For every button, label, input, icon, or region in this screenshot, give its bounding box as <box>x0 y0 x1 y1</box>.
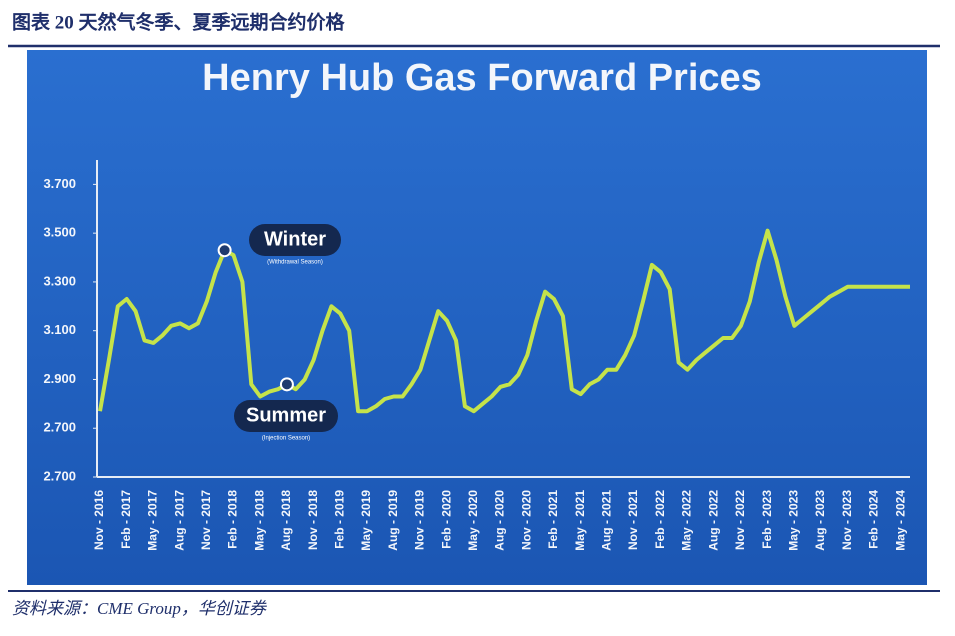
y-tick-label: 2.900 <box>43 371 76 386</box>
x-tick-label: Aug - 2017 <box>172 490 186 551</box>
x-tick-label: Aug - 2020 <box>493 490 507 551</box>
price-line <box>98 228 910 414</box>
x-tick-label: Feb - 2022 <box>653 490 667 549</box>
x-tick-label: Aug - 2018 <box>279 490 293 551</box>
annotation-subtext: (Injection Season) <box>262 436 310 442</box>
x-tick-label: Nov - 2016 <box>92 490 106 550</box>
y-tick-label: 3.700 <box>43 176 76 191</box>
x-tick-label: Feb - 2024 <box>867 490 881 549</box>
annotation-subtext: (Withdrawal Season) <box>267 260 323 266</box>
chart-panel <box>27 50 927 585</box>
annotation-text: Winter <box>264 228 326 250</box>
x-tick-label: May - 2021 <box>573 490 587 551</box>
x-tick-label: May - 2019 <box>359 490 373 551</box>
x-tick-label: Aug - 2022 <box>706 490 720 551</box>
x-tick-label: Aug - 2023 <box>813 490 827 551</box>
x-tick-label: Feb - 2020 <box>439 490 453 549</box>
x-tick-label: May - 2022 <box>680 490 694 551</box>
x-tick-label: Nov - 2021 <box>626 490 640 550</box>
y-tick-label: 2.700 <box>43 468 76 483</box>
annotation-text: Summer <box>246 404 326 426</box>
x-tick-label: Aug - 2019 <box>386 490 400 551</box>
y-tick-label: 3.500 <box>43 225 76 240</box>
x-tick-label: May - 2017 <box>146 490 160 551</box>
x-tick-label: May - 2024 <box>893 490 907 551</box>
source-note: 资料来源：CME Group，华创证券 <box>12 599 268 618</box>
x-tick-label: Feb - 2021 <box>546 490 560 549</box>
x-tick-label: May - 2018 <box>252 490 266 551</box>
x-tick-label: Feb - 2023 <box>760 490 774 549</box>
x-tick-label: Nov - 2019 <box>413 490 427 550</box>
plot: 2.700 2.700 2.900 3.100 3.300 3.500 3.700 Nov -… <box>43 160 910 551</box>
annotation-box <box>234 400 338 432</box>
y-tick-label: 2.700 <box>43 420 76 435</box>
x-tick-label: Feb - 2019 <box>333 490 347 549</box>
x-tick-label: Nov - 2023 <box>840 490 854 550</box>
x-tick-label: May - 2020 <box>466 490 480 551</box>
x-tick-label: Aug - 2021 <box>600 490 614 551</box>
x-tick-label: Nov - 2018 <box>306 490 320 550</box>
x-tick-label: Nov - 2017 <box>199 490 213 550</box>
x-tick-label: May - 2023 <box>786 490 800 551</box>
x-tick-label: Feb - 2017 <box>119 490 133 549</box>
x-tick-label: Nov - 2022 <box>733 490 747 550</box>
annotation-marker <box>279 377 294 392</box>
y-tick-label: 3.300 <box>43 273 76 288</box>
chart-title: Henry Hub Gas Forward Prices <box>202 57 762 99</box>
annotation-marker <box>217 243 232 258</box>
annotation-box <box>249 224 341 256</box>
y-tick-label: 3.100 <box>43 322 76 337</box>
x-tick-label: Nov - 2020 <box>519 490 533 550</box>
x-tick-label: Feb - 2018 <box>226 490 240 549</box>
figure-title: 图表 20 天然气冬季、夏季远期合约价格 <box>12 10 346 33</box>
